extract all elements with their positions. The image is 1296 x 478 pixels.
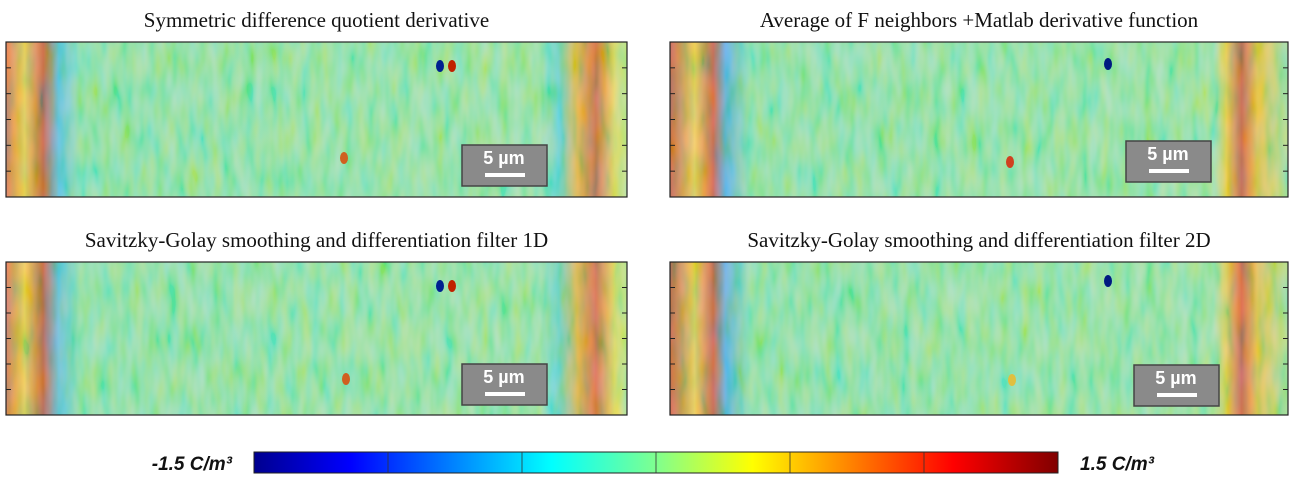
panel-title: Savitzky-Golay smoothing and differentia… <box>85 228 548 252</box>
hotspot <box>1104 58 1112 70</box>
scale-bar-label: 5 µm <box>483 367 524 387</box>
panel-title: Savitzky-Golay smoothing and differentia… <box>747 228 1210 252</box>
panel: Savitzky-Golay smoothing and differentia… <box>5 228 628 416</box>
colorbar: -1.5 C/m³ 1.5 C/m³ <box>152 451 1155 475</box>
scale-bar-box <box>1125 140 1212 183</box>
panel-title: Symmetric difference quotient derivative <box>144 8 489 32</box>
hotspot <box>1006 156 1014 168</box>
scale-bar-label: 5 µm <box>1147 144 1188 164</box>
scale-bar-box <box>461 144 548 187</box>
hotspot <box>342 373 350 385</box>
scale-bar-box <box>1133 364 1220 407</box>
colorbar-min-label: -1.5 C/m³ <box>152 454 233 475</box>
panel: Average of F neighbors +Matlab derivativ… <box>669 8 1289 198</box>
hotspot <box>448 280 456 292</box>
scale-bar-label: 5 µm <box>1155 368 1196 388</box>
hotspot <box>436 280 444 292</box>
hotspot <box>1008 374 1016 386</box>
hotspot <box>1104 275 1112 287</box>
panel-title: Average of F neighbors +Matlab derivativ… <box>760 8 1199 32</box>
panel: Savitzky-Golay smoothing and differentia… <box>669 228 1289 416</box>
scale-bar-box <box>461 363 548 406</box>
hotspot <box>436 60 444 72</box>
colorbar-max-label: 1.5 C/m³ <box>1080 454 1155 475</box>
scale-bar-label: 5 µm <box>483 148 524 168</box>
hotspot <box>448 60 456 72</box>
hotspot <box>340 152 348 164</box>
panel: Symmetric difference quotient derivative… <box>5 8 628 198</box>
